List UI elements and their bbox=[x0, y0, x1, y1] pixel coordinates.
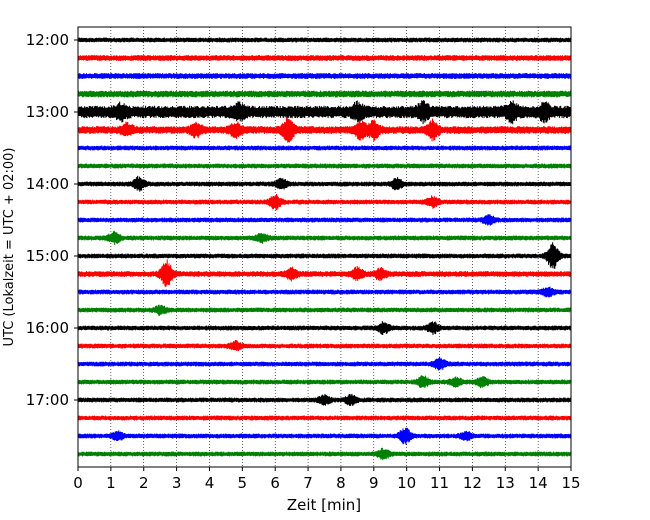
trace-1345 bbox=[77, 163, 572, 169]
x-tick-label: 11 bbox=[430, 474, 449, 492]
x-tick-label: 0 bbox=[73, 474, 83, 492]
trace-1530 bbox=[77, 286, 572, 298]
trace-1730 bbox=[77, 427, 572, 445]
y-tick-label: 12:00 bbox=[26, 31, 69, 49]
x-axis-label: Zeit [min] bbox=[287, 496, 361, 514]
plot-area bbox=[78, 27, 571, 467]
y-tick-label: 15:00 bbox=[26, 247, 69, 265]
x-tick-label: 10 bbox=[397, 474, 416, 492]
x-tick-label: 5 bbox=[238, 474, 248, 492]
x-tick-label: 13 bbox=[496, 474, 515, 492]
x-tick-label: 15 bbox=[561, 474, 580, 492]
trace-1545 bbox=[77, 304, 572, 316]
trace-1215 bbox=[77, 55, 572, 61]
y-axis-label: UTC (Lokalzeit = UTC + 02:00) bbox=[2, 148, 17, 347]
x-tick-label: 6 bbox=[270, 474, 280, 492]
x-tick-label: 12 bbox=[463, 474, 482, 492]
trace-1430 bbox=[77, 214, 572, 226]
x-tick-label: 14 bbox=[529, 474, 548, 492]
trace-1330 bbox=[77, 145, 572, 151]
trace-1500 bbox=[77, 242, 572, 269]
x-tick-label: 1 bbox=[106, 474, 116, 492]
x-tick-label: 7 bbox=[303, 474, 313, 492]
trace-1245 bbox=[77, 90, 572, 98]
x-tick-label: 8 bbox=[336, 474, 346, 492]
trace-1445 bbox=[77, 230, 572, 246]
trace-1515 bbox=[77, 259, 572, 288]
y-tick-label: 14:00 bbox=[26, 175, 69, 193]
x-tick-label: 3 bbox=[172, 474, 182, 492]
plot-frame bbox=[77, 26, 572, 468]
y-tick-label: 17:00 bbox=[26, 391, 69, 409]
y-axis: 12:00 13:00 14:00 15:00 16:00 17:00 bbox=[26, 31, 78, 409]
trace-1745 bbox=[77, 447, 572, 461]
grid bbox=[110, 27, 539, 467]
x-tick-label: 4 bbox=[205, 474, 215, 492]
trace-1415 bbox=[77, 193, 572, 211]
x-tick-label: 2 bbox=[139, 474, 149, 492]
trace-1600 bbox=[77, 321, 572, 336]
trace-1300 bbox=[77, 100, 572, 125]
x-axis: 0 1 2 3 4 5 6 7 8 9 10 11 12 13 14 15 bbox=[73, 467, 581, 492]
trace-1615 bbox=[77, 340, 572, 352]
trace-1630 bbox=[77, 356, 572, 371]
trace-1315 bbox=[77, 117, 572, 143]
trace-1200 bbox=[77, 37, 572, 43]
trace-1230 bbox=[77, 73, 572, 79]
trace-1715 bbox=[77, 415, 572, 421]
y-tick-label: 13:00 bbox=[26, 103, 69, 121]
trace-1645 bbox=[77, 375, 572, 389]
y-tick-label: 16:00 bbox=[26, 319, 69, 337]
x-tick-label: 9 bbox=[369, 474, 379, 492]
trace-1400 bbox=[77, 175, 572, 192]
traces bbox=[77, 37, 572, 461]
trace-1700 bbox=[77, 393, 572, 406]
